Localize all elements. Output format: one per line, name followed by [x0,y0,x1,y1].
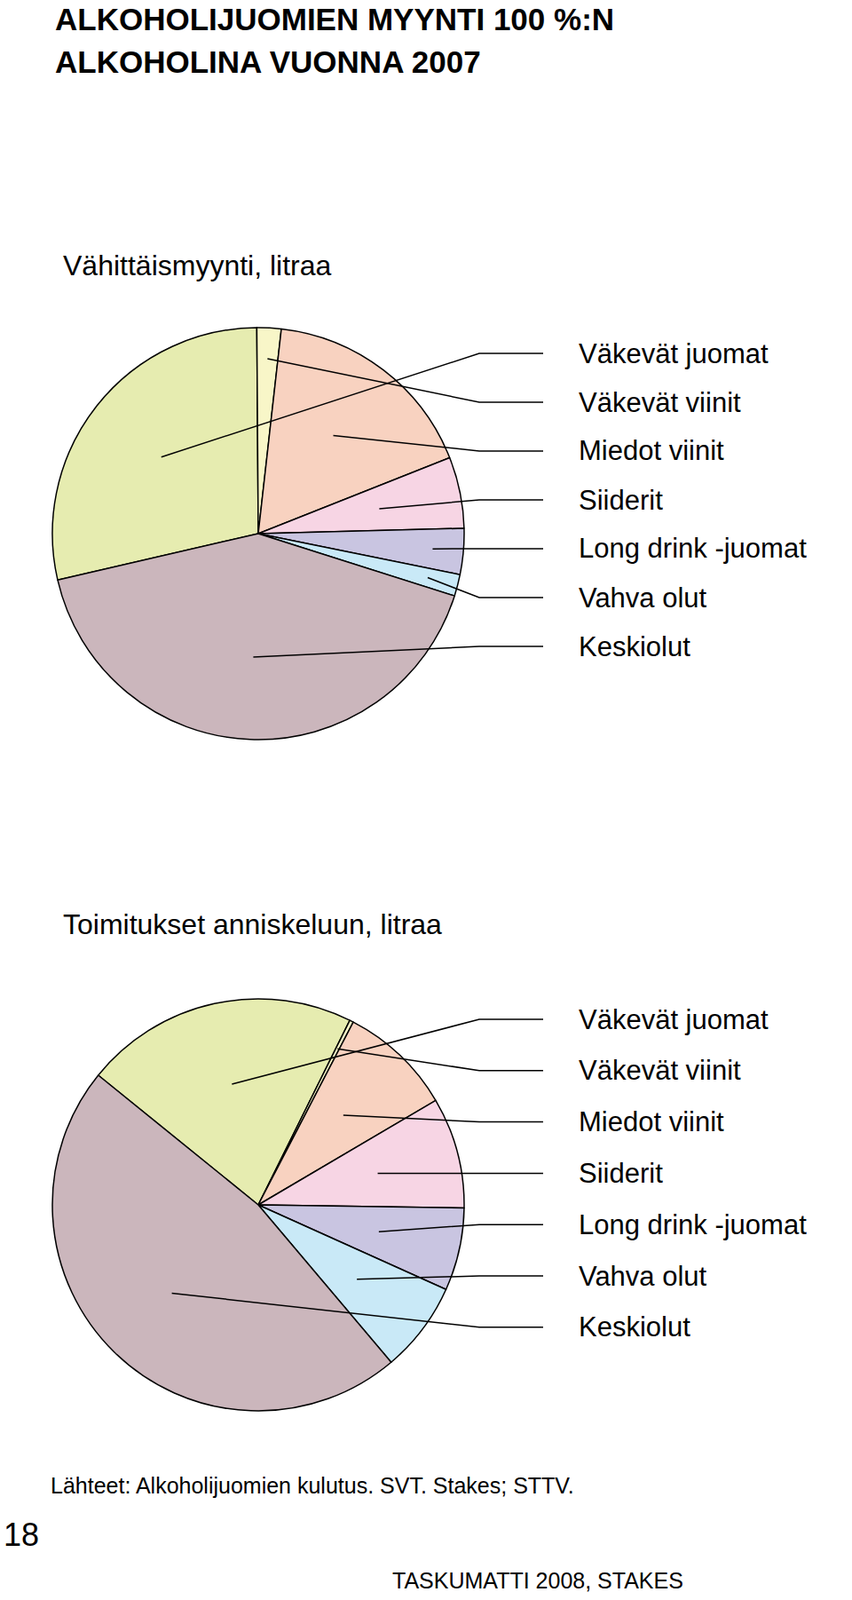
svg-text:Keskiolut: Keskiolut [578,1310,691,1342]
svg-text:Miedot viinit: Miedot viinit [578,434,725,466]
svg-text:Keskiolut: Keskiolut [578,631,691,663]
svg-text:ALKOHOLIJUOMIEN MYYNTI 100 %:N: ALKOHOLIJUOMIEN MYYNTI 100 %:N [55,1,615,37]
svg-text:Väkevät juomat: Väkevät juomat [578,1003,769,1035]
svg-text:Vähittäismyynti, litraa: Vähittäismyynti, litraa [63,249,332,282]
svg-text:Väkevät viinit: Väkevät viinit [578,1054,742,1086]
svg-text:Vahva olut: Vahva olut [578,1260,708,1292]
svg-text:Lähteet: Alkoholijuomien kulut: Lähteet: Alkoholijuomien kulutus. SVT. S… [50,1472,575,1498]
svg-text:ALKOHOLINA VUONNA 2007: ALKOHOLINA VUONNA 2007 [55,44,482,79]
svg-text:TASKUMATTI 2008, STAKES: TASKUMATTI 2008, STAKES [392,1567,684,1593]
svg-text:Toimitukset anniskeluun, litra: Toimitukset anniskeluun, litraa [63,907,442,940]
svg-text:Miedot viinit: Miedot viinit [578,1105,725,1137]
svg-text:Long drink -juomat: Long drink -juomat [578,532,807,564]
svg-text:Long drink -juomat: Long drink -juomat [578,1208,807,1240]
svg-text:Siiderit: Siiderit [578,484,663,516]
svg-text:Siiderit: Siiderit [578,1157,663,1189]
svg-text:18: 18 [3,1515,40,1553]
svg-text:Väkevät juomat: Väkevät juomat [578,338,769,370]
svg-text:Vahva olut: Vahva olut [578,582,708,614]
svg-text:Väkevät viinit: Väkevät viinit [578,386,742,419]
